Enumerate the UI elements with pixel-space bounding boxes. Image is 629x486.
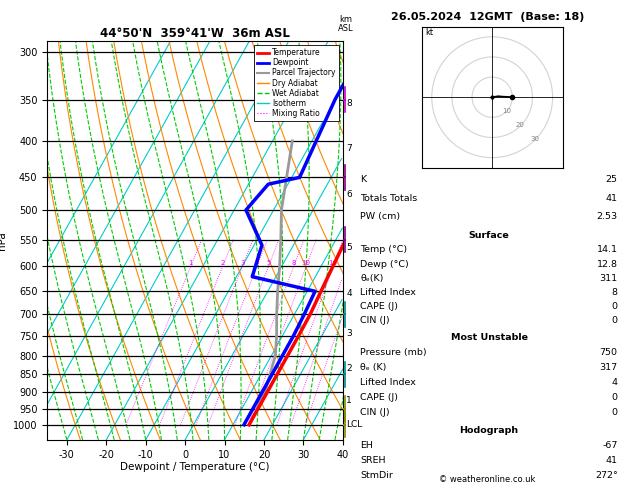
Text: Totals Totals: Totals Totals (360, 193, 418, 203)
Text: 3: 3 (346, 329, 352, 338)
Text: 2: 2 (346, 364, 352, 373)
Text: Pressure (mb): Pressure (mb) (360, 348, 427, 358)
Title: 44°50'N  359°41'W  36m ASL: 44°50'N 359°41'W 36m ASL (100, 27, 290, 40)
Legend: Temperature, Dewpoint, Parcel Trajectory, Dry Adiabat, Wet Adiabat, Isotherm, Mi: Temperature, Dewpoint, Parcel Trajectory… (254, 45, 339, 121)
Text: 1: 1 (189, 260, 193, 266)
Text: 3: 3 (240, 260, 245, 266)
Text: km
ASL: km ASL (338, 16, 353, 34)
Text: 8: 8 (291, 260, 296, 266)
Text: PW (cm): PW (cm) (360, 212, 401, 221)
Text: 0: 0 (611, 302, 618, 311)
Text: © weatheronline.co.uk: © weatheronline.co.uk (439, 474, 536, 484)
Text: LCL: LCL (346, 419, 362, 429)
Text: 14.1: 14.1 (597, 245, 618, 254)
Text: 16: 16 (328, 260, 338, 266)
Text: Dewp (°C): Dewp (°C) (360, 260, 409, 268)
Text: 5: 5 (266, 260, 270, 266)
Text: 4: 4 (346, 289, 352, 298)
Text: 2.53: 2.53 (596, 212, 618, 221)
Text: CIN (J): CIN (J) (360, 316, 390, 326)
Text: 272°: 272° (595, 471, 618, 480)
Text: 317: 317 (599, 364, 618, 372)
Text: CAPE (J): CAPE (J) (360, 393, 398, 402)
Text: 10: 10 (301, 260, 311, 266)
Text: 7: 7 (346, 144, 352, 153)
Text: Hodograph: Hodograph (460, 426, 518, 435)
Text: Lifted Index: Lifted Index (360, 288, 416, 297)
Text: 10: 10 (502, 108, 511, 114)
Text: 5: 5 (346, 243, 352, 252)
Text: 4: 4 (255, 260, 259, 266)
Text: CAPE (J): CAPE (J) (360, 302, 398, 311)
Text: 0: 0 (611, 408, 618, 417)
Text: 26.05.2024  12GMT  (Base: 18): 26.05.2024 12GMT (Base: 18) (391, 12, 584, 22)
Text: EH: EH (360, 441, 374, 450)
Text: 0: 0 (611, 316, 618, 326)
Text: 750: 750 (599, 348, 618, 358)
Text: 20: 20 (516, 122, 525, 128)
Text: Surface: Surface (469, 231, 509, 240)
Text: 4: 4 (611, 379, 618, 387)
Text: K: K (360, 175, 367, 184)
X-axis label: Dewpoint / Temperature (°C): Dewpoint / Temperature (°C) (120, 462, 270, 472)
Text: 12.8: 12.8 (597, 260, 618, 268)
Text: 41: 41 (606, 456, 618, 465)
Text: -67: -67 (603, 441, 618, 450)
Text: 25: 25 (606, 175, 618, 184)
Text: θₑ (K): θₑ (K) (360, 364, 387, 372)
Text: Temp (°C): Temp (°C) (360, 245, 408, 254)
Text: 2: 2 (220, 260, 225, 266)
Y-axis label: hPa: hPa (0, 231, 8, 250)
Text: kt: kt (426, 28, 434, 37)
Text: StmDir: StmDir (360, 471, 393, 480)
Text: 8: 8 (611, 288, 618, 297)
Text: 0: 0 (611, 393, 618, 402)
Text: CIN (J): CIN (J) (360, 408, 390, 417)
Text: 41: 41 (606, 193, 618, 203)
Text: 1: 1 (346, 396, 352, 405)
Text: 8: 8 (346, 100, 352, 108)
Text: SREH: SREH (360, 456, 386, 465)
Text: Lifted Index: Lifted Index (360, 379, 416, 387)
Text: 30: 30 (530, 137, 539, 142)
Text: 6: 6 (346, 190, 352, 199)
Text: θₑ(K): θₑ(K) (360, 274, 384, 283)
Text: 311: 311 (599, 274, 618, 283)
Text: Most Unstable: Most Unstable (450, 333, 528, 343)
